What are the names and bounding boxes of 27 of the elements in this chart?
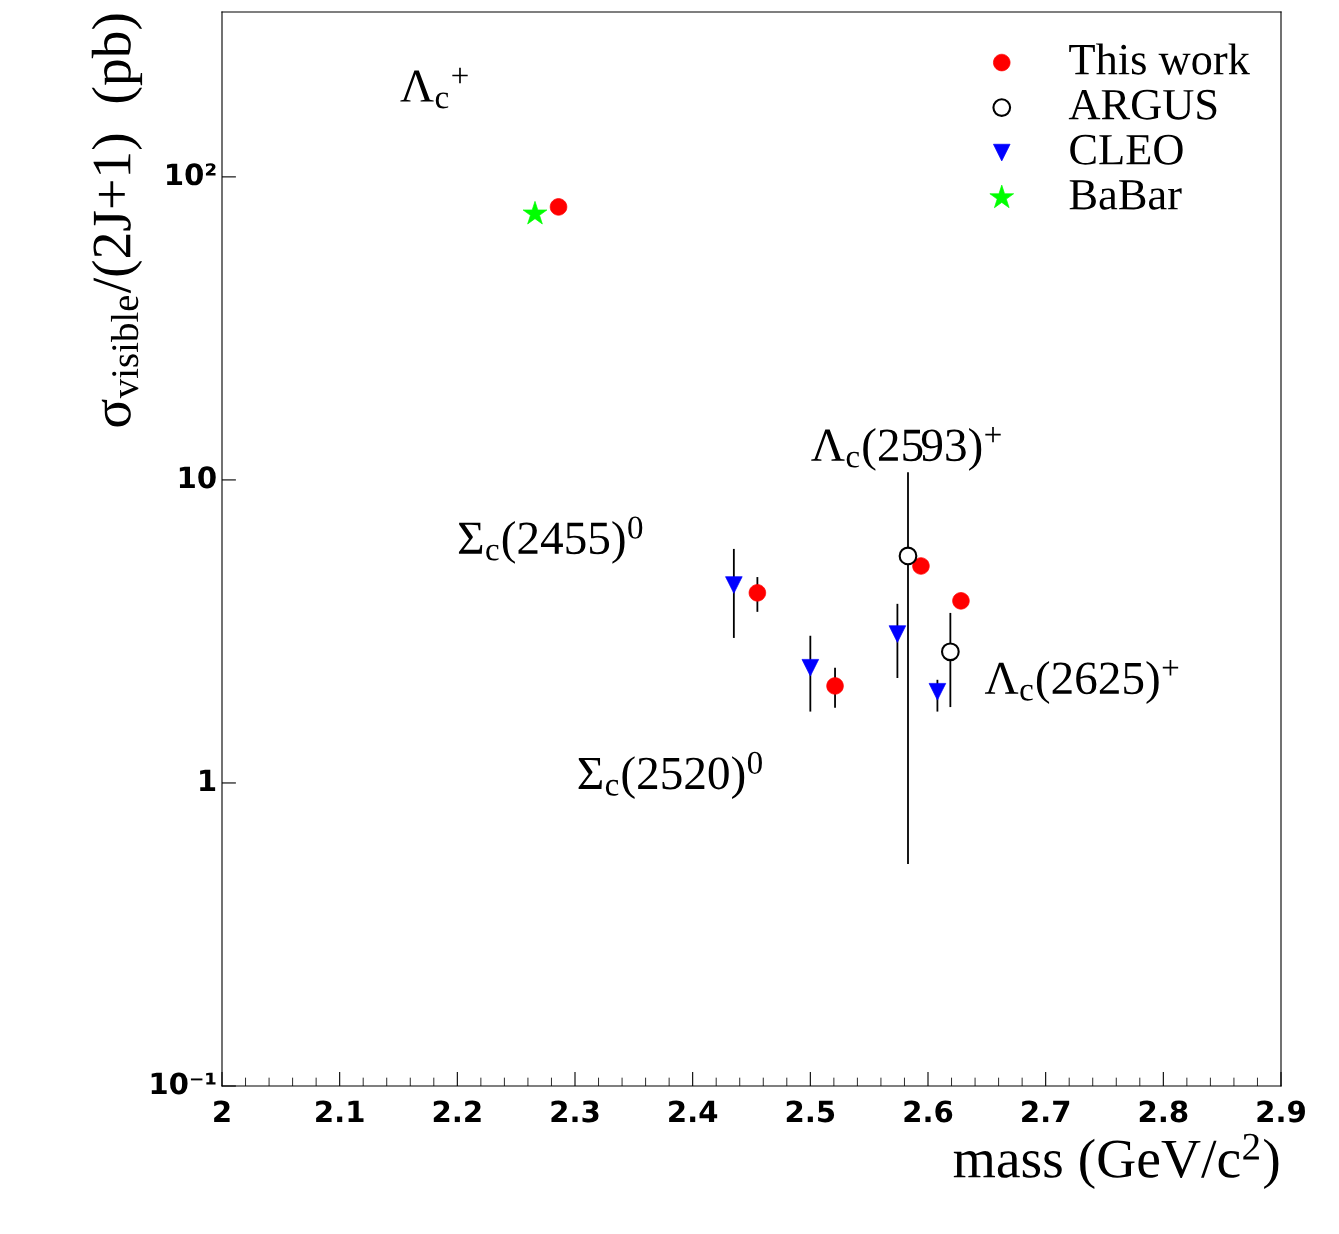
annotation: Λ$_{c}$(2593)$^{+}$ [811, 426, 1001, 471]
x-tick-label: 2.3 [551, 1100, 599, 1123]
x-axis-title: mass (GeV/c$^{2}$) [953, 1133, 1279, 1190]
x-tick-label: 2.2 [433, 1100, 481, 1123]
point [940, 642, 960, 662]
annotation: Λ$_{c}$$^{+}$ [400, 67, 468, 109]
x-tick-label: 2.8 [1139, 1100, 1188, 1123]
x-tick-label: 2 [214, 1100, 230, 1123]
y-tick-label: 1 [200, 769, 216, 792]
annotation: Λ$_{c}$(2625)$^{+}$ [984, 659, 1179, 704]
x-tick-label: 2.5 [786, 1100, 835, 1123]
x-tick-label: 2.7 [1022, 1100, 1070, 1123]
legend-label: CLEO [1070, 134, 1183, 165]
x-tick-label: 2.1 [316, 1100, 364, 1123]
y-axis-title: σ$_{visible}$/(2J+1) (pb) [91, 14, 143, 427]
x-tick-label: 2.4 [669, 1100, 718, 1123]
point [898, 546, 918, 566]
y-tick-label: 10⁻¹ [151, 1072, 216, 1095]
annotation: Σ$_{c}$(2455)$^{0}$ [458, 516, 643, 564]
legend-label: BaBar [1069, 180, 1182, 210]
y-tick-label: 10 [179, 466, 216, 489]
x-tick-label: 2.6 [904, 1100, 953, 1123]
legend-label: This work [1069, 43, 1250, 75]
annotation: Σ$_{c}$(2520)$^{0}$ [578, 751, 762, 799]
y-tick-label: 10² [167, 163, 216, 186]
x-tick-label: 2.9 [1257, 1100, 1305, 1123]
legend-label: ARGUS [1068, 89, 1217, 120]
